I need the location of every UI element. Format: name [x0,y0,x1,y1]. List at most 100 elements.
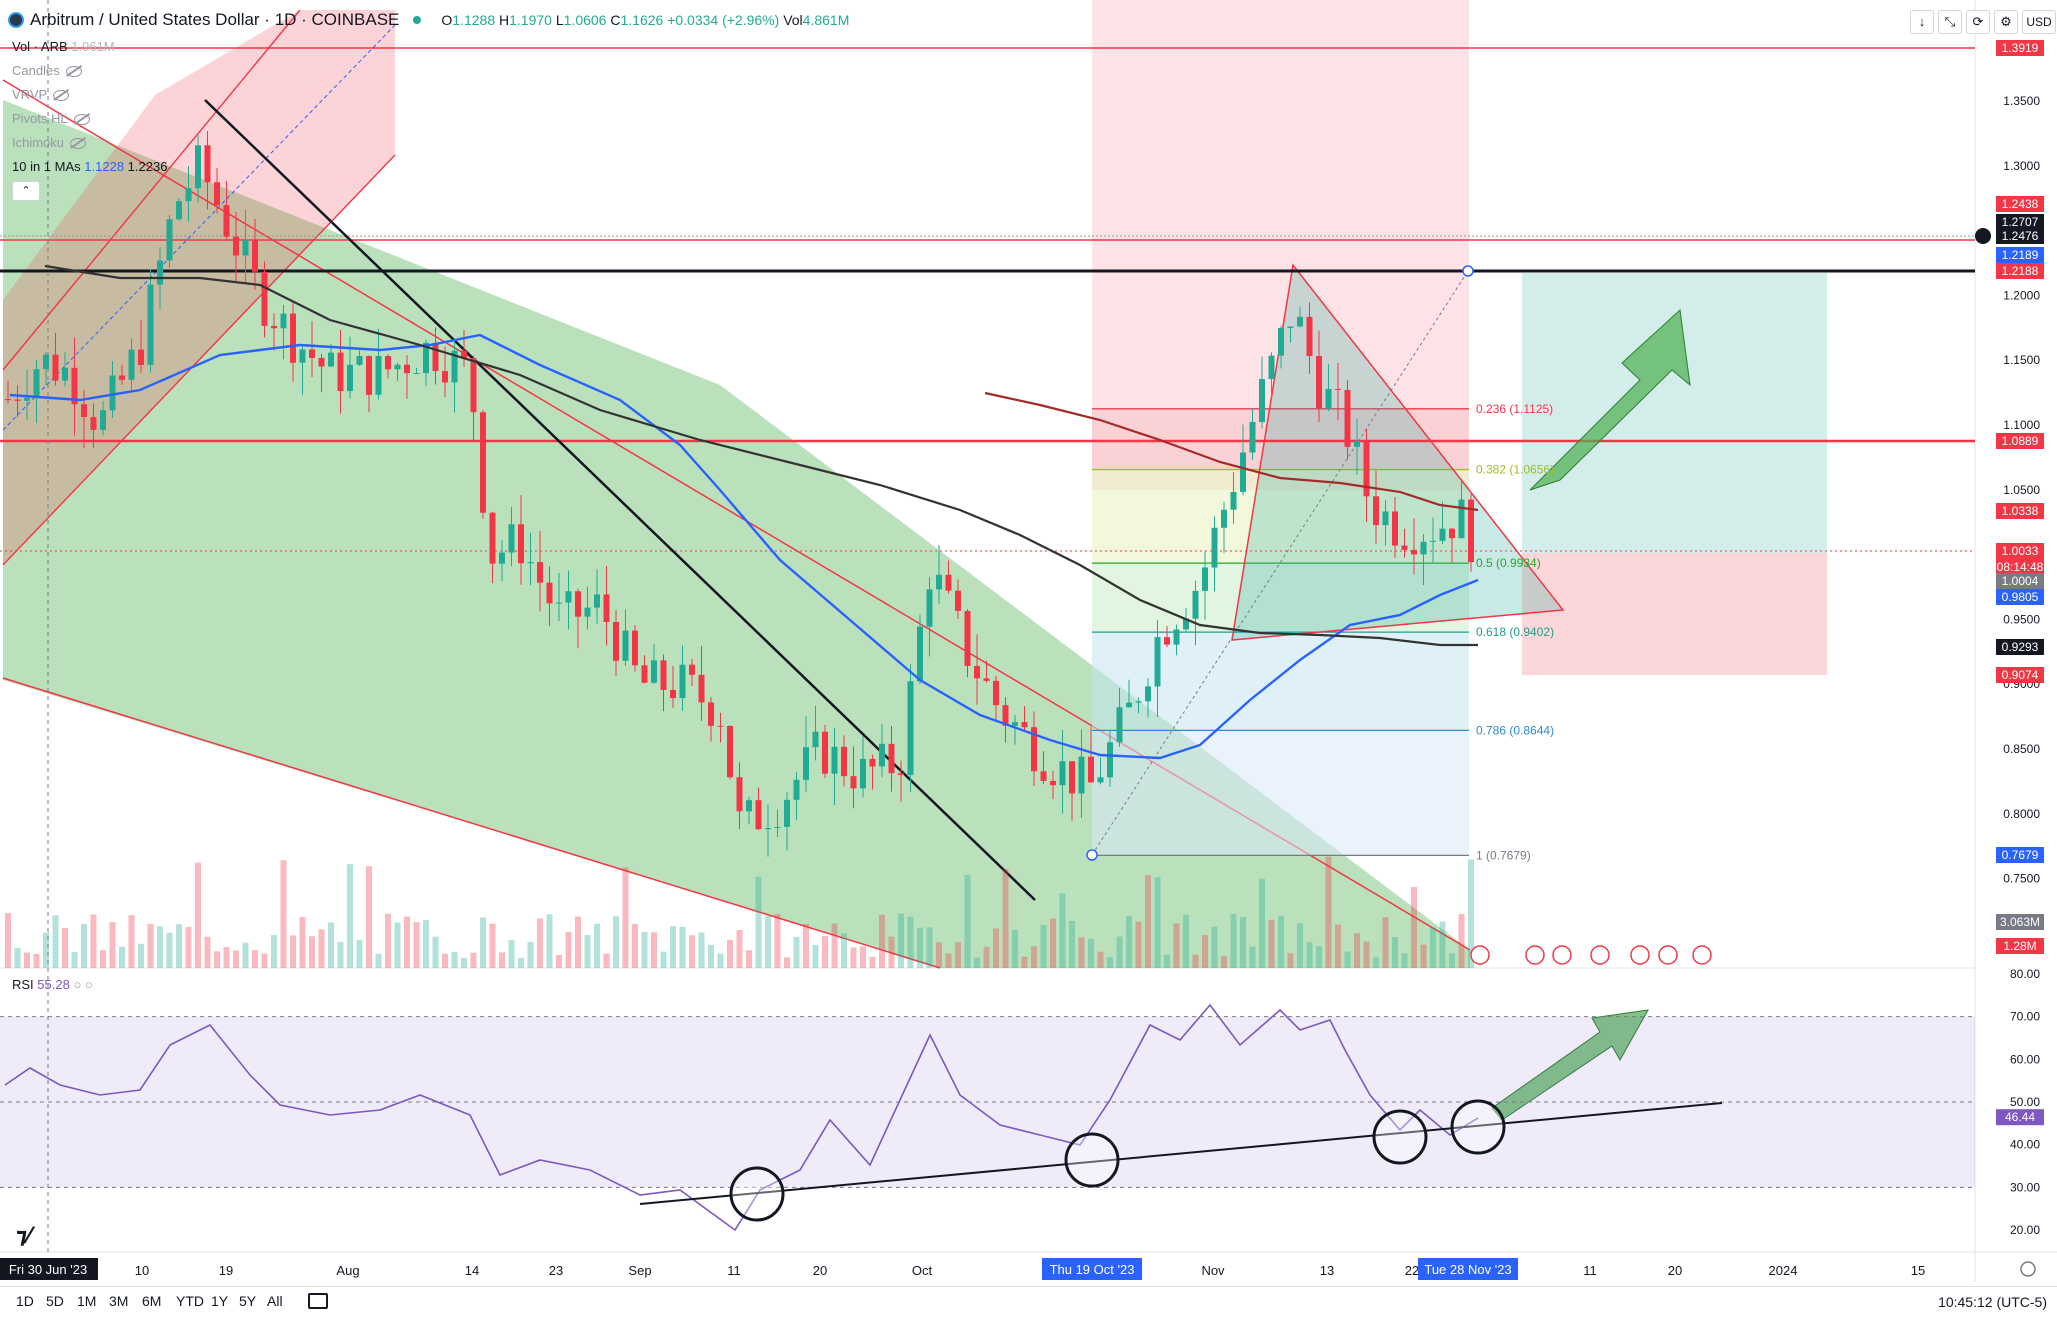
price-box-label: 1.2188 [2002,264,2039,278]
time-box-bg [1418,1258,1518,1280]
price-tick-label: 1.1500 [2003,353,2040,367]
indicator-vol[interactable]: Vol · ARB 1.961M [12,39,115,54]
vol-indicator-value: 1.961M [71,39,115,54]
eye-hidden-icon[interactable] [53,90,70,102]
timeframe-1d[interactable]: 1D [16,1293,34,1309]
indicator-pivots[interactable]: Pivots HL [12,111,90,126]
timeframe-ytd[interactable]: YTD [176,1293,204,1309]
timeframe-all[interactable]: All [267,1293,283,1309]
volume-bar [1059,893,1066,968]
candle-body [860,758,866,789]
timeframe-5d[interactable]: 5D [46,1293,64,1309]
change-value: +0.0334 (+2.96%) [667,12,780,28]
currency-select[interactable]: USD [2022,10,2056,34]
volume-bar [1458,913,1465,968]
candle-body [907,681,914,775]
collapse-indicators-button[interactable]: ⌃ [12,181,40,201]
time-tick-label: 11 [727,1263,741,1278]
rsi-options-icon[interactable]: ○ ○ [73,977,93,992]
time-box-label: Fri 30 Jun '23 [9,1262,87,1277]
reset-icon[interactable]: ⟳ [1966,10,1990,34]
economic-event-flag-icon [1692,945,1712,965]
eye-hidden-icon[interactable] [65,66,82,78]
time-tick-label: 20 [1668,1263,1682,1278]
candle-body [1126,702,1132,708]
timeframe-5y[interactable]: 5Y [239,1293,257,1309]
volume-bar [1316,946,1322,968]
volume-bar [119,946,125,968]
candle-body [432,342,439,372]
rsi-tick-label: 30.00 [2010,1180,2040,1194]
auto-scale-icon[interactable]: ⤡ [1938,10,1962,34]
price-box-bg [1996,228,2044,244]
candle-body [1211,527,1218,568]
pivots-indicator-label: Pivots HL [12,111,68,126]
arrow-down-icon[interactable]: ↓ [1910,10,1934,34]
candle-body [195,145,201,189]
open-value: 1.1288 [452,12,496,28]
ma-50-blue [9,333,1479,760]
volume-bar [166,932,173,968]
candle-body [1401,545,1408,550]
settings-icon[interactable]: ⚙ [1994,10,2018,34]
candle-body [214,182,220,206]
eye-hidden-icon[interactable] [70,138,87,150]
candle-body [14,399,21,401]
price-box-label: 0.9074 [2002,668,2039,682]
fib-label: 0.236 (1.1125) [1476,402,1553,416]
timeframe-1y[interactable]: 1Y [211,1293,229,1309]
candle-body [1316,356,1322,409]
candle-body [52,354,59,381]
indicator-ichimoku[interactable]: Ichimoku [12,135,87,150]
volume-bar [451,951,458,968]
rsi-legend[interactable]: RSI 55.28 ○ ○ [12,977,93,992]
volume-bar [518,957,524,968]
price-box-bg [1996,938,2044,954]
price-tick-label: 0.8000 [2003,807,2040,821]
volume-bar [1373,957,1379,968]
indicator-candles[interactable]: Candles [12,63,82,78]
candle-body [983,678,990,681]
volume-bar [470,952,477,968]
vol-indicator-label: Vol · ARB [12,39,68,54]
volume-bar [489,923,496,968]
timeframe-6m[interactable]: 6M [142,1293,162,1309]
price-box-label: 08:14:48 [1997,560,2044,574]
candle-body [271,325,277,329]
candle-body [290,313,296,363]
candle-body [318,357,325,367]
rsi-touch-circle [729,1166,785,1222]
symbol-title[interactable]: Arbitrum / United States Dollar · 1D · C… [30,10,400,29]
candle-body [1468,499,1474,563]
candle-body [679,664,686,699]
fib-band [1092,632,1469,731]
indicator-vrvp[interactable]: VRVP [12,87,70,102]
volume-bar [1040,924,1047,968]
clock-display[interactable]: 10:45:12 (UTC-5) [1938,1294,2047,1310]
candle-body [157,260,163,285]
rsi-support-trendline [639,1102,1723,1205]
price-box-label: 1.2476 [2002,229,2039,243]
rsi-tick-label: 50.00 [2010,1095,2040,1109]
timeframe-3m[interactable]: 3M [109,1293,129,1309]
economic-event-flag-icon [1525,945,1545,965]
timeframe-1m[interactable]: 1M [77,1293,97,1309]
volume-bar [708,944,714,968]
volume-bar [280,860,287,968]
volume-bar [375,953,382,968]
bullish-arrow-rsi [1491,1009,1649,1121]
time-tick-label: 2024 [1769,1263,1798,1278]
calendar-range-icon[interactable] [308,1293,328,1309]
eye-hidden-icon[interactable] [73,114,90,126]
candle-body [518,524,524,564]
candle-body [1439,528,1446,541]
time-tick-label: 10 [135,1263,149,1278]
price-tick-label: 1.3500 [2003,94,2040,108]
fib-label: 0.786 (0.8644) [1476,723,1554,737]
volume-bar [936,942,942,968]
price-box-bg [1996,573,2044,589]
candle-body [347,364,353,392]
indicator-mas[interactable]: 10 in 1 MAs 1.1228 1.2236 [12,159,167,174]
